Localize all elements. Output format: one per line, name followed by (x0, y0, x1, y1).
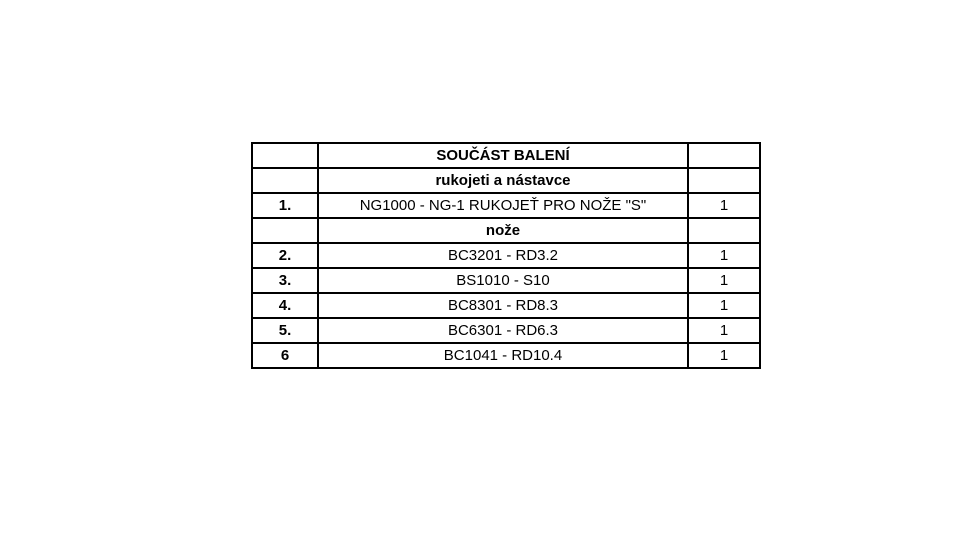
table-row-item: 1. NG1000 - NG-1 RUKOJEŤ PRO NOŽE "S" 1 (251, 192, 761, 219)
row-number-cell (251, 142, 319, 169)
table-title-cell: SOUČÁST BALENÍ (317, 142, 689, 169)
item-name-cell: BC8301 - RD8.3 (317, 292, 689, 319)
quantity-cell (687, 217, 761, 244)
table-row-title: SOUČÁST BALENÍ (251, 142, 761, 169)
quantity-cell: 1 (687, 242, 761, 269)
table-row-item: 4. BC8301 - RD8.3 1 (251, 292, 761, 319)
item-name-cell: BC6301 - RD6.3 (317, 317, 689, 344)
section-label-cell: nože (317, 217, 689, 244)
quantity-cell: 1 (687, 192, 761, 219)
quantity-cell: 1 (687, 317, 761, 344)
quantity-cell: 1 (687, 342, 761, 369)
item-name-cell: BS1010 - S10 (317, 267, 689, 294)
row-number-cell: 5. (251, 317, 319, 344)
item-name-cell: NG1000 - NG-1 RUKOJEŤ PRO NOŽE "S" (317, 192, 689, 219)
item-name-cell: BC3201 - RD3.2 (317, 242, 689, 269)
packing-list-body: SOUČÁST BALENÍ rukojeti a nástavce 1. NG… (251, 142, 761, 369)
row-number-cell (251, 167, 319, 194)
row-number-cell (251, 217, 319, 244)
row-number-cell: 6 (251, 342, 319, 369)
item-name-cell: BC1041 - RD10.4 (317, 342, 689, 369)
table-row-item: 3. BS1010 - S10 1 (251, 267, 761, 294)
table-row-section-handles: rukojeti a nástavce (251, 167, 761, 194)
section-label-cell: rukojeti a nástavce (317, 167, 689, 194)
quantity-cell (687, 167, 761, 194)
quantity-cell: 1 (687, 292, 761, 319)
row-number-cell: 3. (251, 267, 319, 294)
table-row-item: 6 BC1041 - RD10.4 1 (251, 342, 761, 369)
row-number-cell: 1. (251, 192, 319, 219)
table-row-item: 2. BC3201 - RD3.2 1 (251, 242, 761, 269)
table-row-item: 5. BC6301 - RD6.3 1 (251, 317, 761, 344)
row-number-cell: 2. (251, 242, 319, 269)
quantity-cell: 1 (687, 267, 761, 294)
quantity-cell (687, 142, 761, 169)
table-row-section-knives: nože (251, 217, 761, 244)
packing-list-table: SOUČÁST BALENÍ rukojeti a nástavce 1. NG… (251, 142, 761, 369)
row-number-cell: 4. (251, 292, 319, 319)
